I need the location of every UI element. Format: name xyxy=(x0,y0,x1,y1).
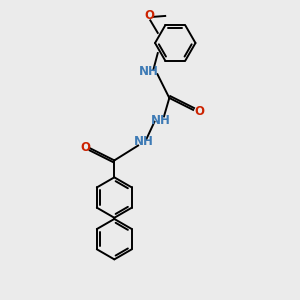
Text: NH: NH xyxy=(139,65,158,78)
Text: O: O xyxy=(144,9,154,22)
Text: O: O xyxy=(194,105,204,118)
Text: O: O xyxy=(80,141,90,154)
Text: NH: NH xyxy=(134,136,153,148)
Text: NH: NH xyxy=(151,114,171,127)
